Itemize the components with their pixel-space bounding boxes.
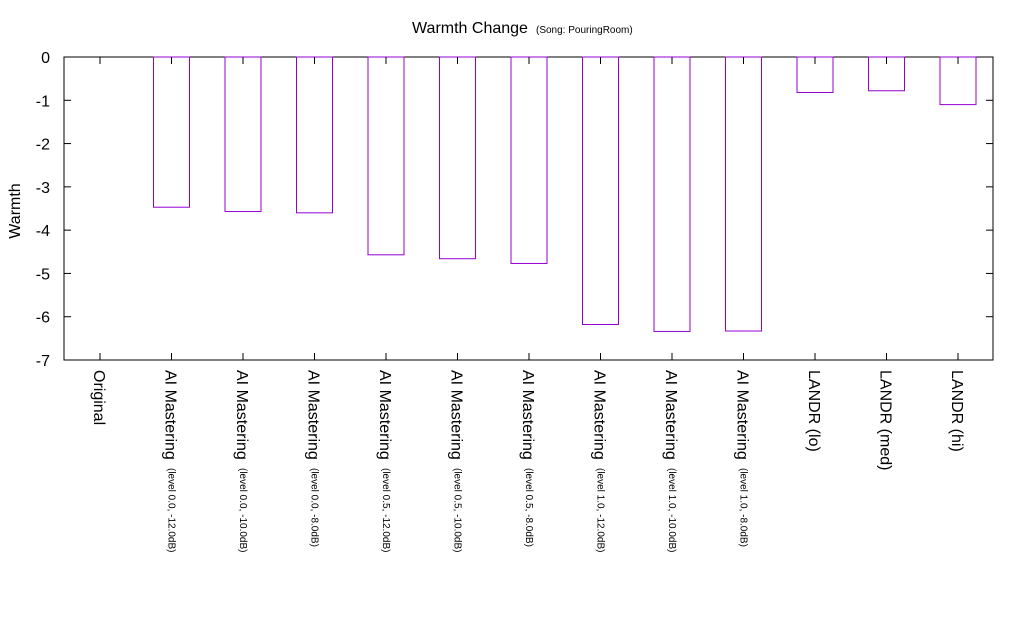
chart-subtitle: (Song: PouringRoom) bbox=[536, 25, 633, 36]
bar bbox=[224, 56, 262, 213]
y-tick-label: -3 bbox=[36, 180, 50, 197]
x-tick-label: AI Mastering bbox=[591, 370, 608, 460]
bar bbox=[725, 56, 762, 332]
x-tick-label-group: AI Mastering (level 1.0, -10.0dB) bbox=[662, 370, 679, 553]
x-tick-label-group: AI Mastering (level 0.5, -12.0dB) bbox=[376, 370, 393, 553]
x-tick-label: Original bbox=[90, 370, 107, 425]
x-tick-label-group: AI Mastering (level 0.0, -8.0dB) bbox=[305, 370, 322, 547]
x-tick-sublabel: (level 1.0, -8.0dB) bbox=[738, 468, 749, 547]
x-tick-sublabel: (level 0.5, -10.0dB) bbox=[452, 468, 463, 553]
x-tick-label-group: AI Mastering (level 0.0, -10.0dB) bbox=[233, 370, 250, 553]
x-tick-label: LANDR (lo) bbox=[805, 370, 822, 452]
x-tick-label: AI Mastering bbox=[734, 370, 751, 460]
x-tick-label: AI Mastering bbox=[376, 370, 393, 460]
y-tick-label: 0 bbox=[41, 50, 50, 67]
x-tick-label-group: LANDR (hi) bbox=[948, 370, 965, 452]
bar bbox=[153, 56, 190, 208]
y-tick-label: -4 bbox=[36, 223, 50, 240]
y-tick-label: -2 bbox=[36, 137, 50, 154]
x-tick-sublabel: (level 0.5, -12.0dB) bbox=[380, 468, 391, 553]
x-tick-label: LANDR (med) bbox=[877, 370, 894, 470]
x-tick-label: AI Mastering bbox=[519, 370, 536, 460]
x-tick-label-group: AI Mastering (level 0.5, -10.0dB) bbox=[448, 370, 465, 553]
bar bbox=[367, 56, 405, 256]
x-tick-label: AI Mastering bbox=[305, 370, 322, 460]
y-axis: 0 -1 -2 -3 -4 -5 -6 -7 bbox=[36, 50, 993, 370]
x-tick-label-group: Original bbox=[90, 370, 107, 425]
x-tick-sublabel: (level 0.0, -12.0dB) bbox=[166, 468, 177, 553]
x-tick-label: AI Mastering bbox=[448, 370, 465, 460]
x-tick-label-group: AI Mastering (level 0.5, -8.0dB) bbox=[519, 370, 536, 547]
y-tick-label: -1 bbox=[36, 93, 50, 110]
x-tick-sublabel: (level 0.0, -8.0dB) bbox=[309, 468, 320, 547]
chart-title: Warmth Change bbox=[412, 20, 528, 37]
x-tick-label: LANDR (hi) bbox=[948, 370, 965, 452]
x-tick-label-group: AI Mastering (level 1.0, -12.0dB) bbox=[591, 370, 608, 553]
x-tick-label-group: LANDR (lo) bbox=[805, 370, 822, 452]
x-tick-label-group: LANDR (med) bbox=[877, 370, 894, 470]
x-tick-sublabel: (level 0.5, -8.0dB) bbox=[523, 468, 534, 547]
x-tick-sublabel: (level 1.0, -10.0dB) bbox=[666, 468, 677, 553]
x-tick-label: AI Mastering bbox=[662, 370, 679, 460]
bar-series bbox=[153, 56, 977, 332]
x-tick-label-group: AI Mastering (level 1.0, -8.0dB) bbox=[734, 370, 751, 547]
bar bbox=[510, 56, 548, 264]
plot-border bbox=[63, 56, 994, 361]
bar bbox=[582, 56, 619, 326]
x-tick-sublabel: (level 1.0, -12.0dB) bbox=[595, 468, 606, 553]
x-tick-label: AI Mastering bbox=[233, 370, 250, 460]
bar bbox=[296, 56, 333, 214]
y-tick-label: -7 bbox=[36, 353, 50, 370]
bar bbox=[653, 56, 691, 332]
bar bbox=[439, 56, 476, 260]
y-axis-label: Warmth bbox=[7, 183, 24, 238]
x-tick-label-group: AI Mastering (level 0.0, -12.0dB) bbox=[162, 370, 179, 553]
bar bbox=[939, 56, 977, 106]
y-tick-label: -5 bbox=[36, 266, 50, 283]
x-tick-sublabel: (level 0.0, -10.0dB) bbox=[237, 468, 248, 553]
x-axis: Original AI Mastering (level 0.0, -12.0dB)… bbox=[90, 57, 965, 553]
y-tick-label: -6 bbox=[36, 310, 50, 327]
x-tick-label: AI Mastering bbox=[162, 370, 179, 460]
